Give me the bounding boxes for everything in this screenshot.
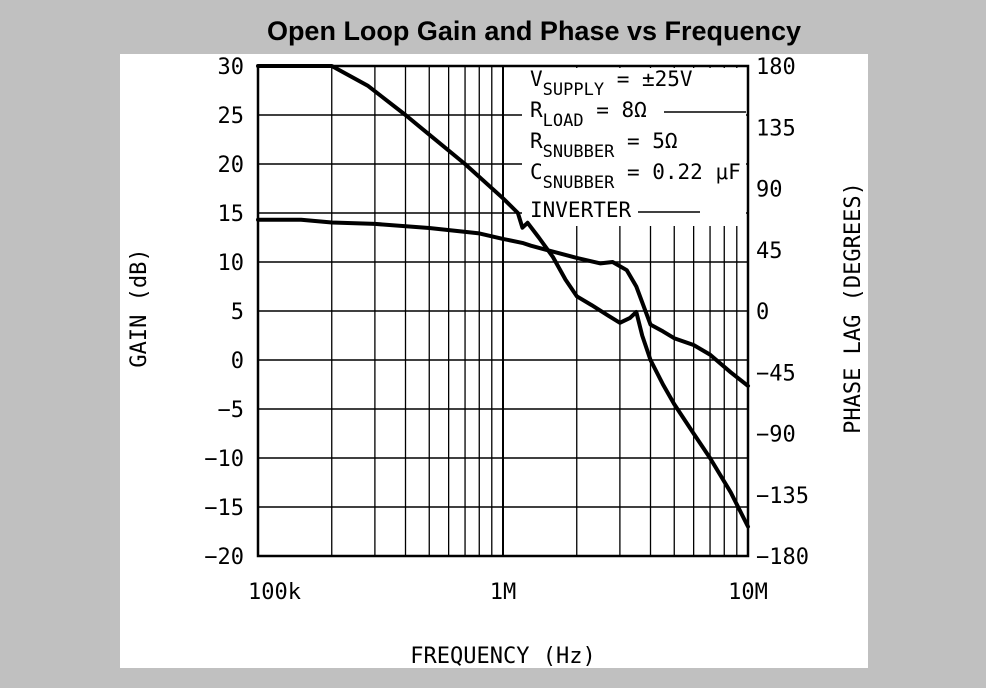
y-right-tick-label: 45 [756, 239, 783, 264]
y-left-tick-label: 5 [231, 300, 244, 325]
series-group [256, 64, 750, 529]
y-left-tick-label: 30 [218, 55, 245, 80]
y-right-tick-label: −45 [756, 361, 796, 386]
gain-curve [256, 64, 750, 529]
y-right-tick-label: 135 [756, 116, 796, 141]
y-right-tick-label: −180 [756, 545, 809, 570]
tick-labels: 30 25 20 15 10 5 0 −5 −10 −15 −20 180 135 90 45 0 −45 −90… [204, 55, 809, 605]
annotation-background [522, 68, 746, 226]
y-left-tick-label: 25 [218, 104, 245, 129]
y-left-tick-label: 20 [218, 153, 245, 178]
y-left-tick-label: 0 [231, 349, 244, 374]
y-right-tick-label: 90 [756, 178, 783, 203]
annotation-line: VSUPPLY = ±25V [530, 67, 693, 100]
x-axis-title: FREQUENCY (Hz) [410, 644, 595, 669]
x-tick-label: 10M [728, 580, 768, 605]
y-left-tick-label: −20 [204, 545, 244, 570]
phase-curve [256, 217, 750, 388]
y-left-tick-label: 15 [218, 202, 245, 227]
annotation-line: INVERTER [530, 198, 632, 222]
y-right-tick-label: 0 [756, 300, 769, 325]
y-left-tick-label: 10 [218, 251, 245, 276]
y-left-tick-label: −10 [204, 447, 244, 472]
x-tick-label: 1M [490, 580, 517, 605]
annotation-line: RSNUBBER = 5Ω [530, 129, 678, 162]
chart-title: Open Loop Gain and Phase vs Frequency [266, 16, 802, 46]
plot-frame [256, 64, 750, 558]
y-right-tick-label: −135 [756, 484, 809, 509]
y-right-tick-label: 180 [756, 55, 796, 80]
y-left-axis-title: GAIN (dB) [127, 248, 152, 367]
annotation-line: RLOAD = 8Ω [530, 98, 647, 131]
y-left-tick-label: −15 [204, 496, 244, 521]
y-right-tick-label: −90 [756, 423, 796, 448]
y-left-tick-label: −5 [218, 398, 245, 423]
x-tick-label: 100k [248, 580, 301, 605]
annotation-line: CSNUBBER = 0.22 μF [530, 160, 741, 193]
y-right-axis-title: PHASE LAG (DEGREES) [841, 182, 866, 434]
